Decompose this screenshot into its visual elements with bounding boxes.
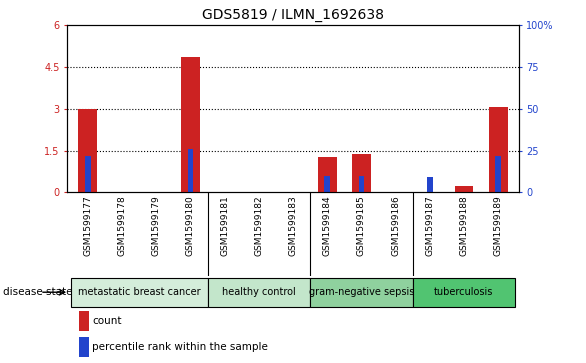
Text: GSM1599180: GSM1599180 — [186, 196, 195, 257]
Text: GSM1599181: GSM1599181 — [220, 196, 229, 257]
Bar — [181, 57, 200, 192]
Text: GSM1599188: GSM1599188 — [459, 196, 468, 257]
Text: GSM1599184: GSM1599184 — [323, 196, 332, 256]
Bar — [489, 107, 507, 192]
Bar — [325, 176, 330, 192]
Text: GSM1599185: GSM1599185 — [357, 196, 366, 257]
Bar — [79, 311, 88, 331]
Text: GSM1599187: GSM1599187 — [425, 196, 434, 257]
Text: healthy control: healthy control — [222, 286, 296, 297]
Bar — [352, 154, 371, 192]
Title: GDS5819 / ILMN_1692638: GDS5819 / ILMN_1692638 — [202, 8, 384, 22]
FancyBboxPatch shape — [207, 277, 310, 307]
Text: GSM1599186: GSM1599186 — [391, 196, 400, 257]
Text: GSM1599189: GSM1599189 — [493, 196, 503, 257]
Bar — [495, 156, 501, 192]
Text: metastatic breast cancer: metastatic breast cancer — [78, 286, 200, 297]
Text: GSM1599179: GSM1599179 — [152, 196, 161, 257]
Bar — [79, 337, 88, 357]
Bar — [359, 176, 364, 192]
Text: gram-negative sepsis: gram-negative sepsis — [309, 286, 414, 297]
Bar — [318, 157, 336, 192]
Bar — [188, 149, 193, 192]
Text: percentile rank within the sample: percentile rank within the sample — [92, 342, 268, 352]
FancyBboxPatch shape — [71, 277, 207, 307]
Bar — [79, 109, 97, 192]
Bar — [427, 178, 432, 192]
Text: GSM1599182: GSM1599182 — [254, 196, 263, 256]
Text: GSM1599178: GSM1599178 — [118, 196, 127, 257]
Text: count: count — [92, 316, 122, 326]
FancyBboxPatch shape — [310, 277, 413, 307]
Text: GSM1599183: GSM1599183 — [288, 196, 298, 257]
FancyBboxPatch shape — [413, 277, 515, 307]
Text: tuberculosis: tuberculosis — [434, 286, 493, 297]
Bar — [85, 156, 91, 192]
Text: disease state: disease state — [3, 286, 73, 297]
Bar — [455, 186, 473, 192]
Text: GSM1599177: GSM1599177 — [83, 196, 93, 257]
